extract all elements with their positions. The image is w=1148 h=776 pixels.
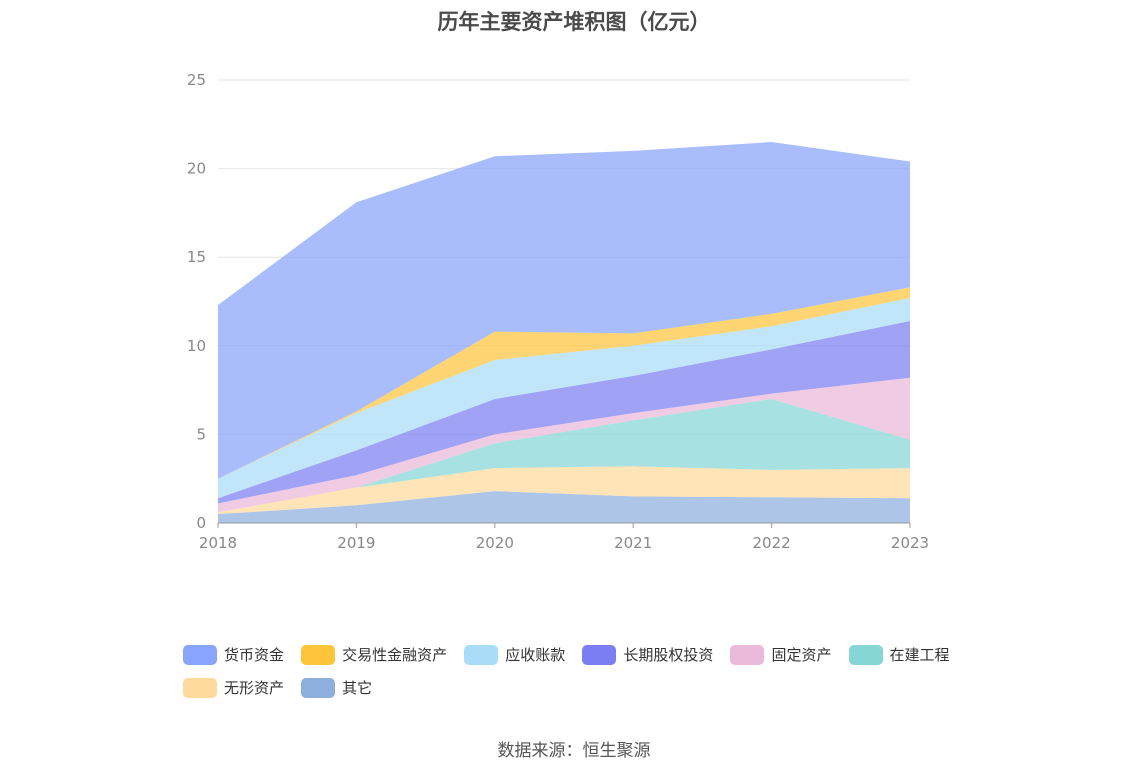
legend-label: 无形资产: [224, 679, 285, 697]
legend-swatch: [301, 644, 336, 665]
area-series-3: [218, 377, 910, 513]
legend-swatch: [582, 644, 617, 665]
stacked-area-chart: 0 5 10 15 20 25 2018 2019 2020 2021 2022 2023: [187, 71, 929, 552]
legend-item-other[interactable]: 其它: [301, 671, 372, 704]
legend-label: 固定资产: [771, 646, 832, 664]
y-tick-label: 20: [187, 160, 206, 178]
legend-label: 在建工程: [889, 646, 950, 664]
x-tick-label: 2019: [337, 534, 375, 552]
area-series-0: [218, 491, 910, 523]
x-tick-label: 2020: [476, 534, 514, 552]
legend-item-trading-financial-assets[interactable]: 交易性金融资产: [301, 638, 447, 671]
legend-label: 应收账款: [505, 646, 566, 664]
x-tick-label: 2021: [614, 534, 652, 552]
legend-label: 交易性金融资产: [342, 646, 448, 664]
x-tick-label: 2023: [891, 534, 929, 552]
legend-item-intangible-assets[interactable]: 无形资产: [183, 671, 284, 704]
chart-legend: 货币资金 交易性金融资产 应收账款 长期股权投资 固定资产 在建工程 无形资产 …: [183, 638, 983, 704]
legend-item-long-term-equity[interactable]: 长期股权投资: [582, 638, 713, 671]
x-tick-label: 2018: [199, 534, 237, 552]
legend-swatch: [464, 644, 499, 665]
area-series-5: [218, 297, 910, 499]
legend-swatch: [730, 644, 765, 665]
y-tick-label: 5: [196, 425, 206, 443]
legend-swatch: [183, 644, 217, 665]
y-tick-label: 0: [196, 514, 206, 532]
area-series-6: [218, 287, 910, 479]
data-source: 数据来源：恒生聚源: [497, 741, 651, 761]
legend-swatch: [301, 677, 336, 698]
legend-label: 其它: [342, 679, 373, 697]
legend-item-fixed-assets[interactable]: 固定资产: [730, 638, 831, 671]
legend-label: 长期股权投资: [623, 646, 714, 664]
legend-swatch: [183, 677, 217, 698]
area-series-7: [218, 142, 910, 479]
x-tick-label: 2022: [753, 534, 791, 552]
legend-item-accounts-receivable[interactable]: 应收账款: [464, 638, 565, 671]
legend-item-construction-in-progress[interactable]: 在建工程: [848, 638, 950, 671]
legend-swatch: [848, 644, 883, 665]
area-series-2: [218, 398, 910, 513]
legend-item-cash[interactable]: 货币资金: [183, 638, 284, 671]
y-tick-label: 10: [187, 337, 206, 355]
y-tick-label: 25: [187, 71, 206, 89]
legend-label: 货币资金: [224, 646, 285, 664]
chart-title: 历年主要资产堆积图（亿元）: [437, 10, 711, 34]
area-series-4: [218, 320, 910, 504]
y-tick-label: 15: [187, 248, 206, 266]
area-series-1: [218, 466, 910, 515]
